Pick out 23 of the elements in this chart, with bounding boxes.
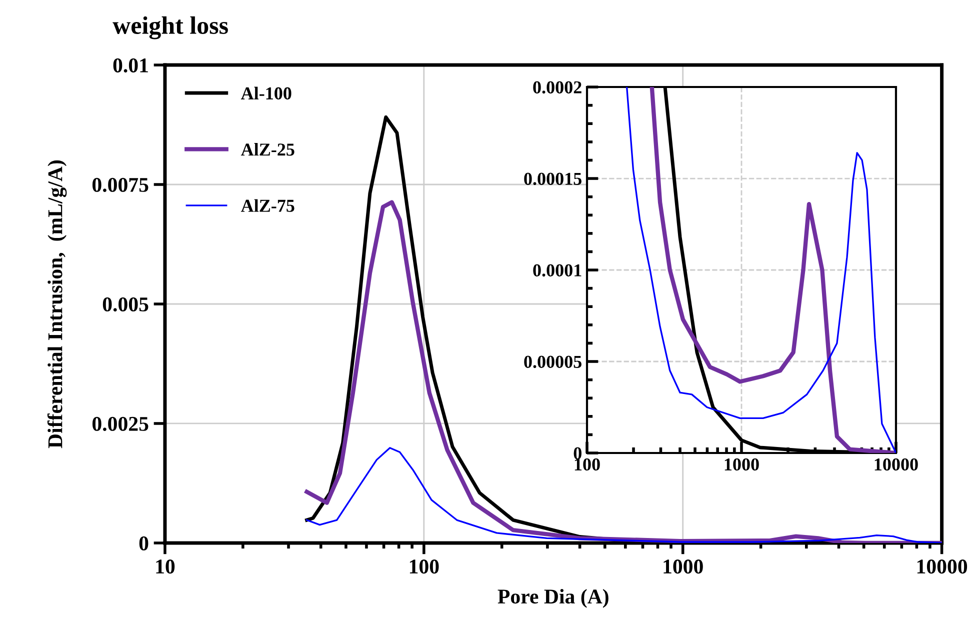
x-tick-label: 10 (156, 560, 175, 574)
y-tick-label: 0.00005 (524, 356, 582, 368)
x-tick-label: 100 (410, 560, 439, 574)
x-tick-label: 1000 (664, 560, 703, 574)
y-tick-label: 0 (574, 447, 582, 460)
legend-label: AlZ-75 (240, 199, 294, 212)
y-tick-label: 0.0002 (533, 81, 582, 94)
x-tick-label: 1000 (724, 458, 759, 471)
y-tick-label: 0.0075 (92, 178, 148, 192)
y-tick-label: 0 (139, 536, 148, 550)
y-tick-label: 0.01 (113, 58, 148, 73)
y-tick-label: 0.0025 (92, 416, 148, 432)
x-tick-label: 10000 (917, 560, 968, 574)
x-axis-title: Pore Dia (A) (498, 588, 608, 608)
x-tick-label: 10000 (874, 458, 918, 471)
y-axis-title: Differential Intrusion, (mL/g/A) (47, 160, 67, 448)
y-tick-label: 0.00015 (524, 172, 582, 186)
y-tick-label: 0.0001 (533, 264, 582, 277)
legend-label: Al-100 (240, 86, 292, 100)
legend-label: AlZ-25 (240, 142, 294, 156)
x-tick-label: 100 (574, 458, 600, 471)
y-tick-label: 0.005 (102, 297, 148, 312)
chart-title: weight loss (112, 16, 228, 40)
